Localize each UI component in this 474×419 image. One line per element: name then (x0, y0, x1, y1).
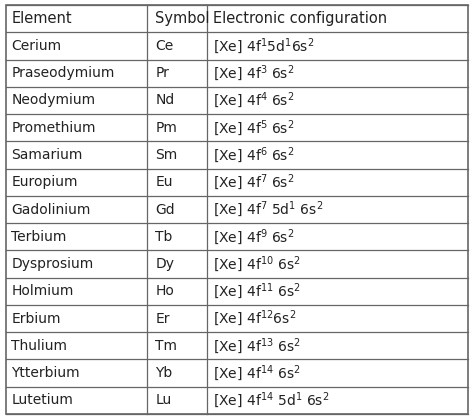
Text: Cerium: Cerium (11, 39, 62, 53)
Text: [Xe] 4f$^{11}$ 6s$^2$: [Xe] 4f$^{11}$ 6s$^2$ (213, 281, 301, 301)
Text: [Xe] 4f$^{10}$ 6s$^2$: [Xe] 4f$^{10}$ 6s$^2$ (213, 254, 301, 274)
Text: Tm: Tm (155, 339, 177, 353)
Text: Dysprosium: Dysprosium (11, 257, 94, 271)
Text: Eu: Eu (155, 175, 173, 189)
Text: Lu: Lu (155, 393, 172, 407)
Text: [Xe] 4f$^3$ 6s$^2$: [Xe] 4f$^3$ 6s$^2$ (213, 63, 294, 83)
Text: Sm: Sm (155, 148, 178, 162)
Text: Element: Element (11, 11, 72, 26)
Text: Promethium: Promethium (11, 121, 96, 135)
Text: [Xe] 4f$^7$ 5d$^1$ 6s$^2$: [Xe] 4f$^7$ 5d$^1$ 6s$^2$ (213, 199, 323, 220)
Text: Thulium: Thulium (11, 339, 67, 353)
Text: Europium: Europium (11, 175, 78, 189)
Text: Terbium: Terbium (11, 230, 67, 244)
Text: Neodymium: Neodymium (11, 93, 95, 107)
Text: Holmium: Holmium (11, 284, 74, 298)
Text: Dy: Dy (155, 257, 174, 271)
Text: [Xe] 4f$^9$ 6s$^2$: [Xe] 4f$^9$ 6s$^2$ (213, 227, 294, 247)
Text: Symbol: Symbol (155, 11, 210, 26)
Text: Gd: Gd (155, 202, 175, 217)
Text: Electronic configuration: Electronic configuration (213, 11, 387, 26)
Text: [Xe] 4f$^6$ 6s$^2$: [Xe] 4f$^6$ 6s$^2$ (213, 145, 294, 165)
Text: [Xe] 4f$^{14}$ 6s$^2$: [Xe] 4f$^{14}$ 6s$^2$ (213, 363, 301, 383)
Text: [Xe] 4f$^{13}$ 6s$^2$: [Xe] 4f$^{13}$ 6s$^2$ (213, 336, 301, 356)
Text: Ce: Ce (155, 39, 173, 53)
Text: Pm: Pm (155, 121, 177, 135)
Text: Pr: Pr (155, 66, 169, 80)
Text: [Xe] 4f$^5$ 6s$^2$: [Xe] 4f$^5$ 6s$^2$ (213, 118, 294, 138)
Text: Er: Er (155, 312, 170, 326)
Text: Yb: Yb (155, 366, 173, 380)
Text: Tb: Tb (155, 230, 173, 244)
Text: [Xe] 4f$^7$ 6s$^2$: [Xe] 4f$^7$ 6s$^2$ (213, 172, 294, 192)
Text: [Xe] 4f$^4$ 6s$^2$: [Xe] 4f$^4$ 6s$^2$ (213, 91, 294, 110)
Text: [Xe] 4f$^1$5d$^1$6s$^2$: [Xe] 4f$^1$5d$^1$6s$^2$ (213, 36, 314, 56)
Text: Erbium: Erbium (11, 312, 61, 326)
Text: [Xe] 4f$^{14}$ 5d$^1$ 6s$^2$: [Xe] 4f$^{14}$ 5d$^1$ 6s$^2$ (213, 391, 329, 410)
Text: [Xe] 4f$^{12}$6s$^2$: [Xe] 4f$^{12}$6s$^2$ (213, 309, 296, 328)
Text: Ytterbium: Ytterbium (11, 366, 80, 380)
Text: Praseodymium: Praseodymium (11, 66, 115, 80)
Text: Samarium: Samarium (11, 148, 83, 162)
Text: Nd: Nd (155, 93, 174, 107)
Text: Gadolinium: Gadolinium (11, 202, 91, 217)
Text: Lutetium: Lutetium (11, 393, 73, 407)
Text: Ho: Ho (155, 284, 174, 298)
